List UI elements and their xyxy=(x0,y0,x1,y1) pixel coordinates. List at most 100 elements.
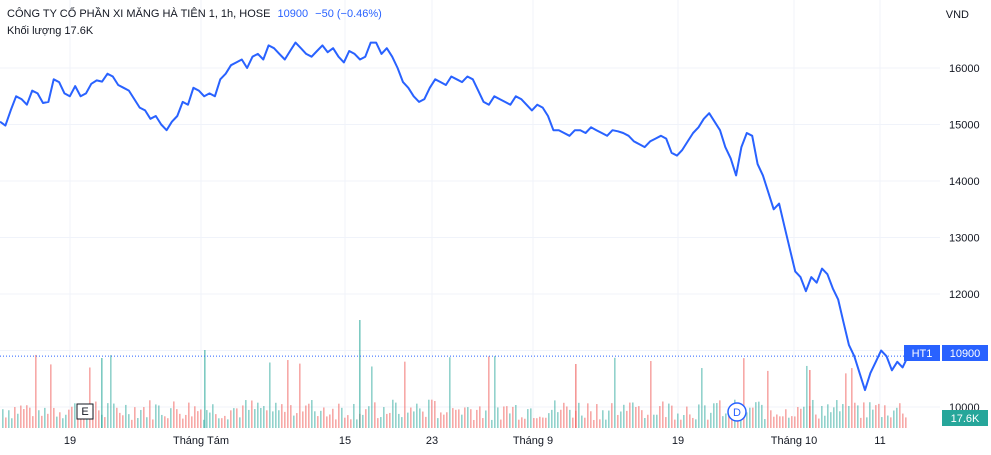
volume-bar xyxy=(365,409,367,428)
volume-legend: Khối lượng 17.6K xyxy=(7,25,93,37)
volume-bar xyxy=(227,419,229,428)
volume-bar xyxy=(443,414,445,428)
volume-bar xyxy=(14,407,16,428)
volume-bar xyxy=(899,403,901,428)
volume-bar xyxy=(257,402,259,428)
volume-bar xyxy=(119,412,121,428)
volume-bar xyxy=(902,413,904,428)
volume-bar xyxy=(272,411,274,428)
volume-bar xyxy=(407,412,409,428)
price-tag: 10900 xyxy=(942,345,988,361)
volume-bar xyxy=(821,405,823,428)
volume-bar xyxy=(26,405,28,428)
volume-bar xyxy=(204,350,206,428)
volume-bar xyxy=(599,419,601,428)
volume-bar xyxy=(356,419,358,428)
volume-value: 17.6K xyxy=(64,25,94,37)
volume-bar xyxy=(23,409,25,428)
volume-bar xyxy=(557,412,559,428)
volume-bar xyxy=(800,408,802,428)
volume-bar xyxy=(467,407,469,428)
volume-bar xyxy=(155,404,157,428)
volume-bar xyxy=(905,417,907,428)
volume-bar xyxy=(743,358,745,428)
volume-bar xyxy=(392,399,394,428)
volume-bar xyxy=(287,360,289,428)
volume-bar xyxy=(245,400,247,428)
volume-bar xyxy=(563,402,565,428)
volume-label: Khối lượng xyxy=(7,25,62,37)
volume-bar xyxy=(695,419,697,428)
volume-bar xyxy=(755,402,757,428)
volume-bar xyxy=(341,407,343,428)
volume-bar xyxy=(881,417,883,428)
volume-bar xyxy=(542,417,544,428)
volume-bar xyxy=(566,406,568,428)
volume-bar xyxy=(464,407,466,428)
volume-bar xyxy=(635,407,637,428)
volume-tag: 17.6K xyxy=(942,410,988,426)
volume-bar xyxy=(827,404,829,428)
volume-bar xyxy=(653,414,655,428)
volume-bar xyxy=(545,417,547,428)
volume-bar xyxy=(299,363,301,428)
volume-bar xyxy=(275,402,277,428)
volume-bar xyxy=(344,417,346,428)
volume-bar xyxy=(236,408,238,428)
volume-bar xyxy=(797,407,799,428)
volume-bar xyxy=(293,415,295,428)
volume-bar xyxy=(701,368,703,428)
volume-bar xyxy=(764,419,766,428)
volume-bar xyxy=(71,406,73,428)
volume-bar xyxy=(890,417,892,428)
volume-bar xyxy=(869,402,871,428)
volume-bar xyxy=(158,405,160,428)
y-tick-label: 12000 xyxy=(949,289,980,301)
volume-bar xyxy=(77,417,79,428)
volume-bar xyxy=(848,405,850,428)
volume-bar xyxy=(854,402,856,428)
volume-bar xyxy=(515,405,517,428)
volume-bar xyxy=(719,400,721,428)
volume-bar xyxy=(242,405,244,428)
volume-bar xyxy=(491,419,493,428)
volume-bar xyxy=(266,410,268,428)
volume-bar xyxy=(749,407,751,428)
volume-bar xyxy=(524,418,526,428)
symbol-title: CÔNG TY CỔ PHẦN XI MĂNG HÀ TIÊN 1, 1h, H… xyxy=(7,8,271,20)
volume-bar xyxy=(683,415,685,428)
volume-bar xyxy=(398,413,400,428)
y-tick-label: 14000 xyxy=(949,176,980,188)
event-marker-e[interactable]: E xyxy=(76,403,94,420)
volume-bar xyxy=(644,418,646,428)
event-marker-d[interactable]: D xyxy=(727,402,747,422)
volume-bar xyxy=(50,364,52,428)
volume-bar xyxy=(209,412,211,428)
volume-bar xyxy=(128,414,130,428)
volume-bar xyxy=(56,416,58,428)
volume-bar xyxy=(302,411,304,428)
volume-bar xyxy=(674,419,676,428)
volume-bar xyxy=(659,406,661,428)
volume-bar xyxy=(161,414,163,428)
volume-bar xyxy=(212,404,214,428)
volume-bar xyxy=(89,367,91,428)
volume-bar xyxy=(317,416,319,428)
volume-bar xyxy=(725,413,727,428)
volume-bar xyxy=(671,405,673,428)
volume-bar xyxy=(842,404,844,428)
volume-bar xyxy=(791,416,793,428)
volume-bar xyxy=(845,373,847,428)
volume-bar xyxy=(383,407,385,428)
volume-bar xyxy=(326,416,328,428)
volume-bar xyxy=(11,418,13,428)
volume-bar xyxy=(866,417,868,428)
volume-bar xyxy=(530,408,532,428)
volume-bar xyxy=(290,405,292,428)
volume-bar xyxy=(509,413,511,428)
volume-bar xyxy=(461,414,463,428)
volume-bar xyxy=(386,413,388,428)
volume-bar xyxy=(206,410,208,428)
volume-bar xyxy=(851,368,853,428)
